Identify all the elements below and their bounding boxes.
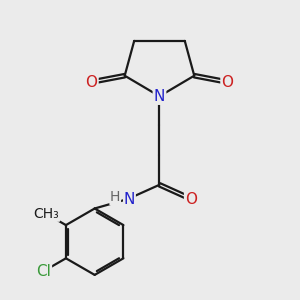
Text: N: N xyxy=(124,191,135,206)
Text: O: O xyxy=(221,74,233,89)
Text: N: N xyxy=(154,89,165,104)
Text: H: H xyxy=(110,190,120,204)
Text: O: O xyxy=(185,191,197,206)
Text: CH₃: CH₃ xyxy=(33,207,59,221)
Text: Cl: Cl xyxy=(36,264,51,279)
Text: O: O xyxy=(85,74,98,89)
